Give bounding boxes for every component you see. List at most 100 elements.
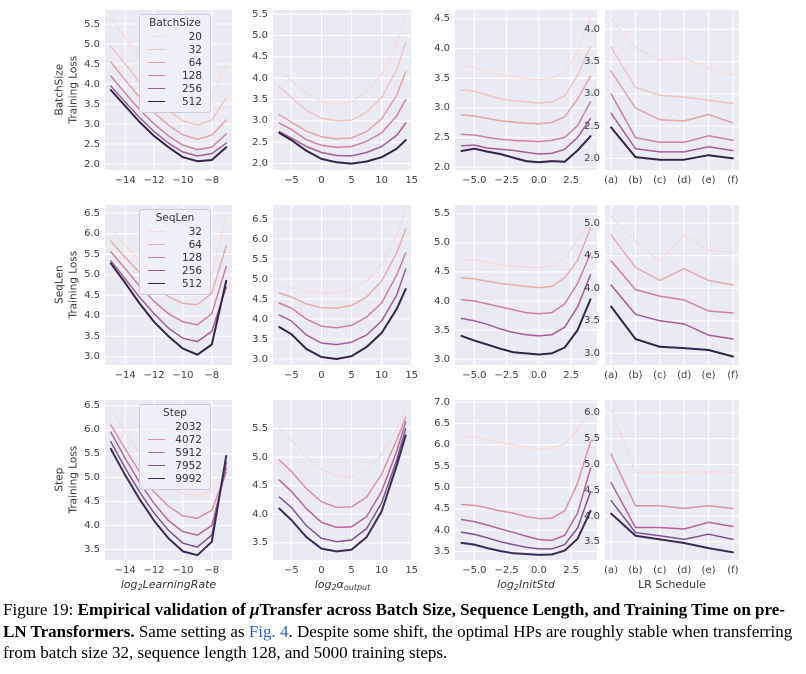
legend-entry-label: 20: [188, 30, 202, 43]
caption-bold-pre: Empirical validation of: [77, 600, 250, 619]
legend-entry: 9992: [148, 472, 202, 485]
x-tick-label: −8: [204, 565, 220, 576]
x-axis-title-part: log: [497, 578, 514, 591]
x-tick-label: (a): [604, 370, 619, 381]
y-tick-label: 3.5: [434, 72, 450, 84]
y-tick-label: 6.5: [434, 417, 450, 429]
series-line-512: [610, 305, 734, 358]
legend-entry: 256: [148, 264, 202, 277]
series-line-64: [610, 234, 734, 286]
y-tick-label: 4.0: [584, 282, 600, 294]
legend-entry-label: 256: [181, 264, 202, 277]
legend-batchsize: BatchSize 20 32 64 128 256 512: [139, 14, 211, 113]
series-line-64: [610, 70, 734, 124]
series-line-512: [460, 135, 592, 164]
y-tick-label: 3.0: [584, 88, 600, 100]
x-tick-label: 0.0: [530, 175, 547, 186]
x-tick-label: −8: [204, 175, 220, 186]
y-tick-label: 4.5: [252, 51, 268, 63]
x-tick-label: −2.5: [494, 370, 519, 381]
legend-title: SeqLen: [155, 212, 195, 224]
y-tick-label: 6.5: [84, 207, 100, 219]
series-line-7952: [110, 440, 227, 548]
series-line-512: [460, 298, 592, 356]
series-line-5912: [110, 431, 227, 536]
y-tick-label: 6.5: [252, 213, 268, 225]
x-axis-title-part: α: [336, 578, 344, 591]
legend-entry: 512: [148, 277, 202, 290]
subplot-seq-aoutput: [273, 205, 412, 365]
y-tick-label: 2.0: [434, 161, 450, 173]
series-line-256: [278, 268, 407, 346]
legend-title: BatchSize: [149, 17, 201, 29]
x-tick-label: −10: [172, 565, 194, 576]
series-line-32: [610, 215, 734, 262]
legend-entry: 32: [148, 43, 202, 56]
x-tick-label: 2.5: [563, 565, 580, 576]
series-line-4072: [460, 441, 592, 520]
series-line-7952: [460, 490, 592, 550]
series-line-128: [460, 252, 592, 315]
series-line-20: [610, 18, 734, 76]
x-tick-label: 2.5: [563, 370, 580, 381]
subplot-seq-lr: SeqLen 32 64 128 256 512: [105, 205, 232, 365]
x-tick-label: (e): [701, 370, 716, 381]
y-tick-label: 4.0: [434, 524, 450, 536]
legend-entry: 512: [148, 95, 202, 108]
x-axis-title-part: log: [120, 578, 138, 591]
series-line-64: [110, 240, 227, 306]
subplot-bs-sched: [605, 10, 739, 170]
x-tick-label: −2.5: [494, 565, 519, 576]
x-tick-label: 10: [375, 175, 388, 186]
series-line-9992: [278, 434, 407, 553]
x-tick-label: 5: [348, 175, 355, 186]
y-tick-label: 5.0: [434, 481, 450, 493]
series-line-256: [610, 112, 734, 153]
x-axis-title-part: log: [314, 578, 332, 591]
series-line-256: [110, 260, 227, 343]
legend-entry: 256: [148, 82, 202, 95]
series-line-128: [278, 252, 407, 329]
x-tick-label: (c): [653, 370, 667, 381]
x-axis-title-step-initstd: log2InitStd: [455, 578, 597, 592]
y-tick-label: 3.0: [434, 353, 450, 365]
subplot-step-sched: [605, 400, 739, 560]
legend-entry: 5912: [148, 446, 202, 459]
legend-swatch-icon: [148, 439, 165, 440]
series-line-9992: [109, 447, 228, 557]
y-tick-label: 5.5: [584, 433, 600, 445]
y-tick-label: 3.5: [434, 324, 450, 336]
y-tick-label: 4.5: [252, 293, 268, 305]
series-line-64: [110, 61, 227, 140]
y-axis-title-step-lr: Step Training Loss: [53, 400, 81, 560]
y-tick-label: 6.5: [84, 400, 100, 412]
fig4-link[interactable]: Fig. 4: [248, 621, 289, 641]
x-axis-title-part: 2: [513, 583, 519, 592]
legend-swatch-icon: [148, 36, 165, 37]
series-line-256: [110, 85, 227, 157]
x-tick-label: −5.0: [462, 565, 487, 576]
x-tick-label: (d): [677, 370, 692, 381]
series-line-256: [278, 122, 407, 157]
legend-swatch-icon: [148, 426, 165, 427]
y-tick-label: 3.5: [252, 94, 268, 106]
x-tick-label: −12: [143, 175, 165, 186]
legend-swatch-icon: [148, 478, 165, 479]
legend-swatch-icon: [148, 452, 165, 453]
x-tick-label: −14: [114, 565, 136, 576]
x-tick-label: 0.0: [530, 370, 547, 381]
series-line-128: [110, 75, 227, 151]
y-axis-title-seq-lr: SeqLen Training Loss: [53, 205, 81, 365]
legend-swatch-icon: [148, 244, 165, 245]
x-tick-label: 2.5: [563, 175, 580, 186]
y-tick-label: 3.5: [84, 330, 100, 342]
y-tick-label: 4.5: [84, 289, 100, 301]
legend-swatch-icon: [148, 101, 165, 102]
chart-canvas-seq-sched: [605, 205, 739, 365]
x-tick-label: (a): [604, 565, 619, 576]
series-line-32: [460, 217, 592, 269]
subplot-step-initstd: [455, 400, 597, 560]
x-tick-label: −5: [283, 370, 299, 381]
y-tick-label: 5.5: [252, 253, 268, 265]
y-tick-label: 3.0: [84, 118, 100, 130]
